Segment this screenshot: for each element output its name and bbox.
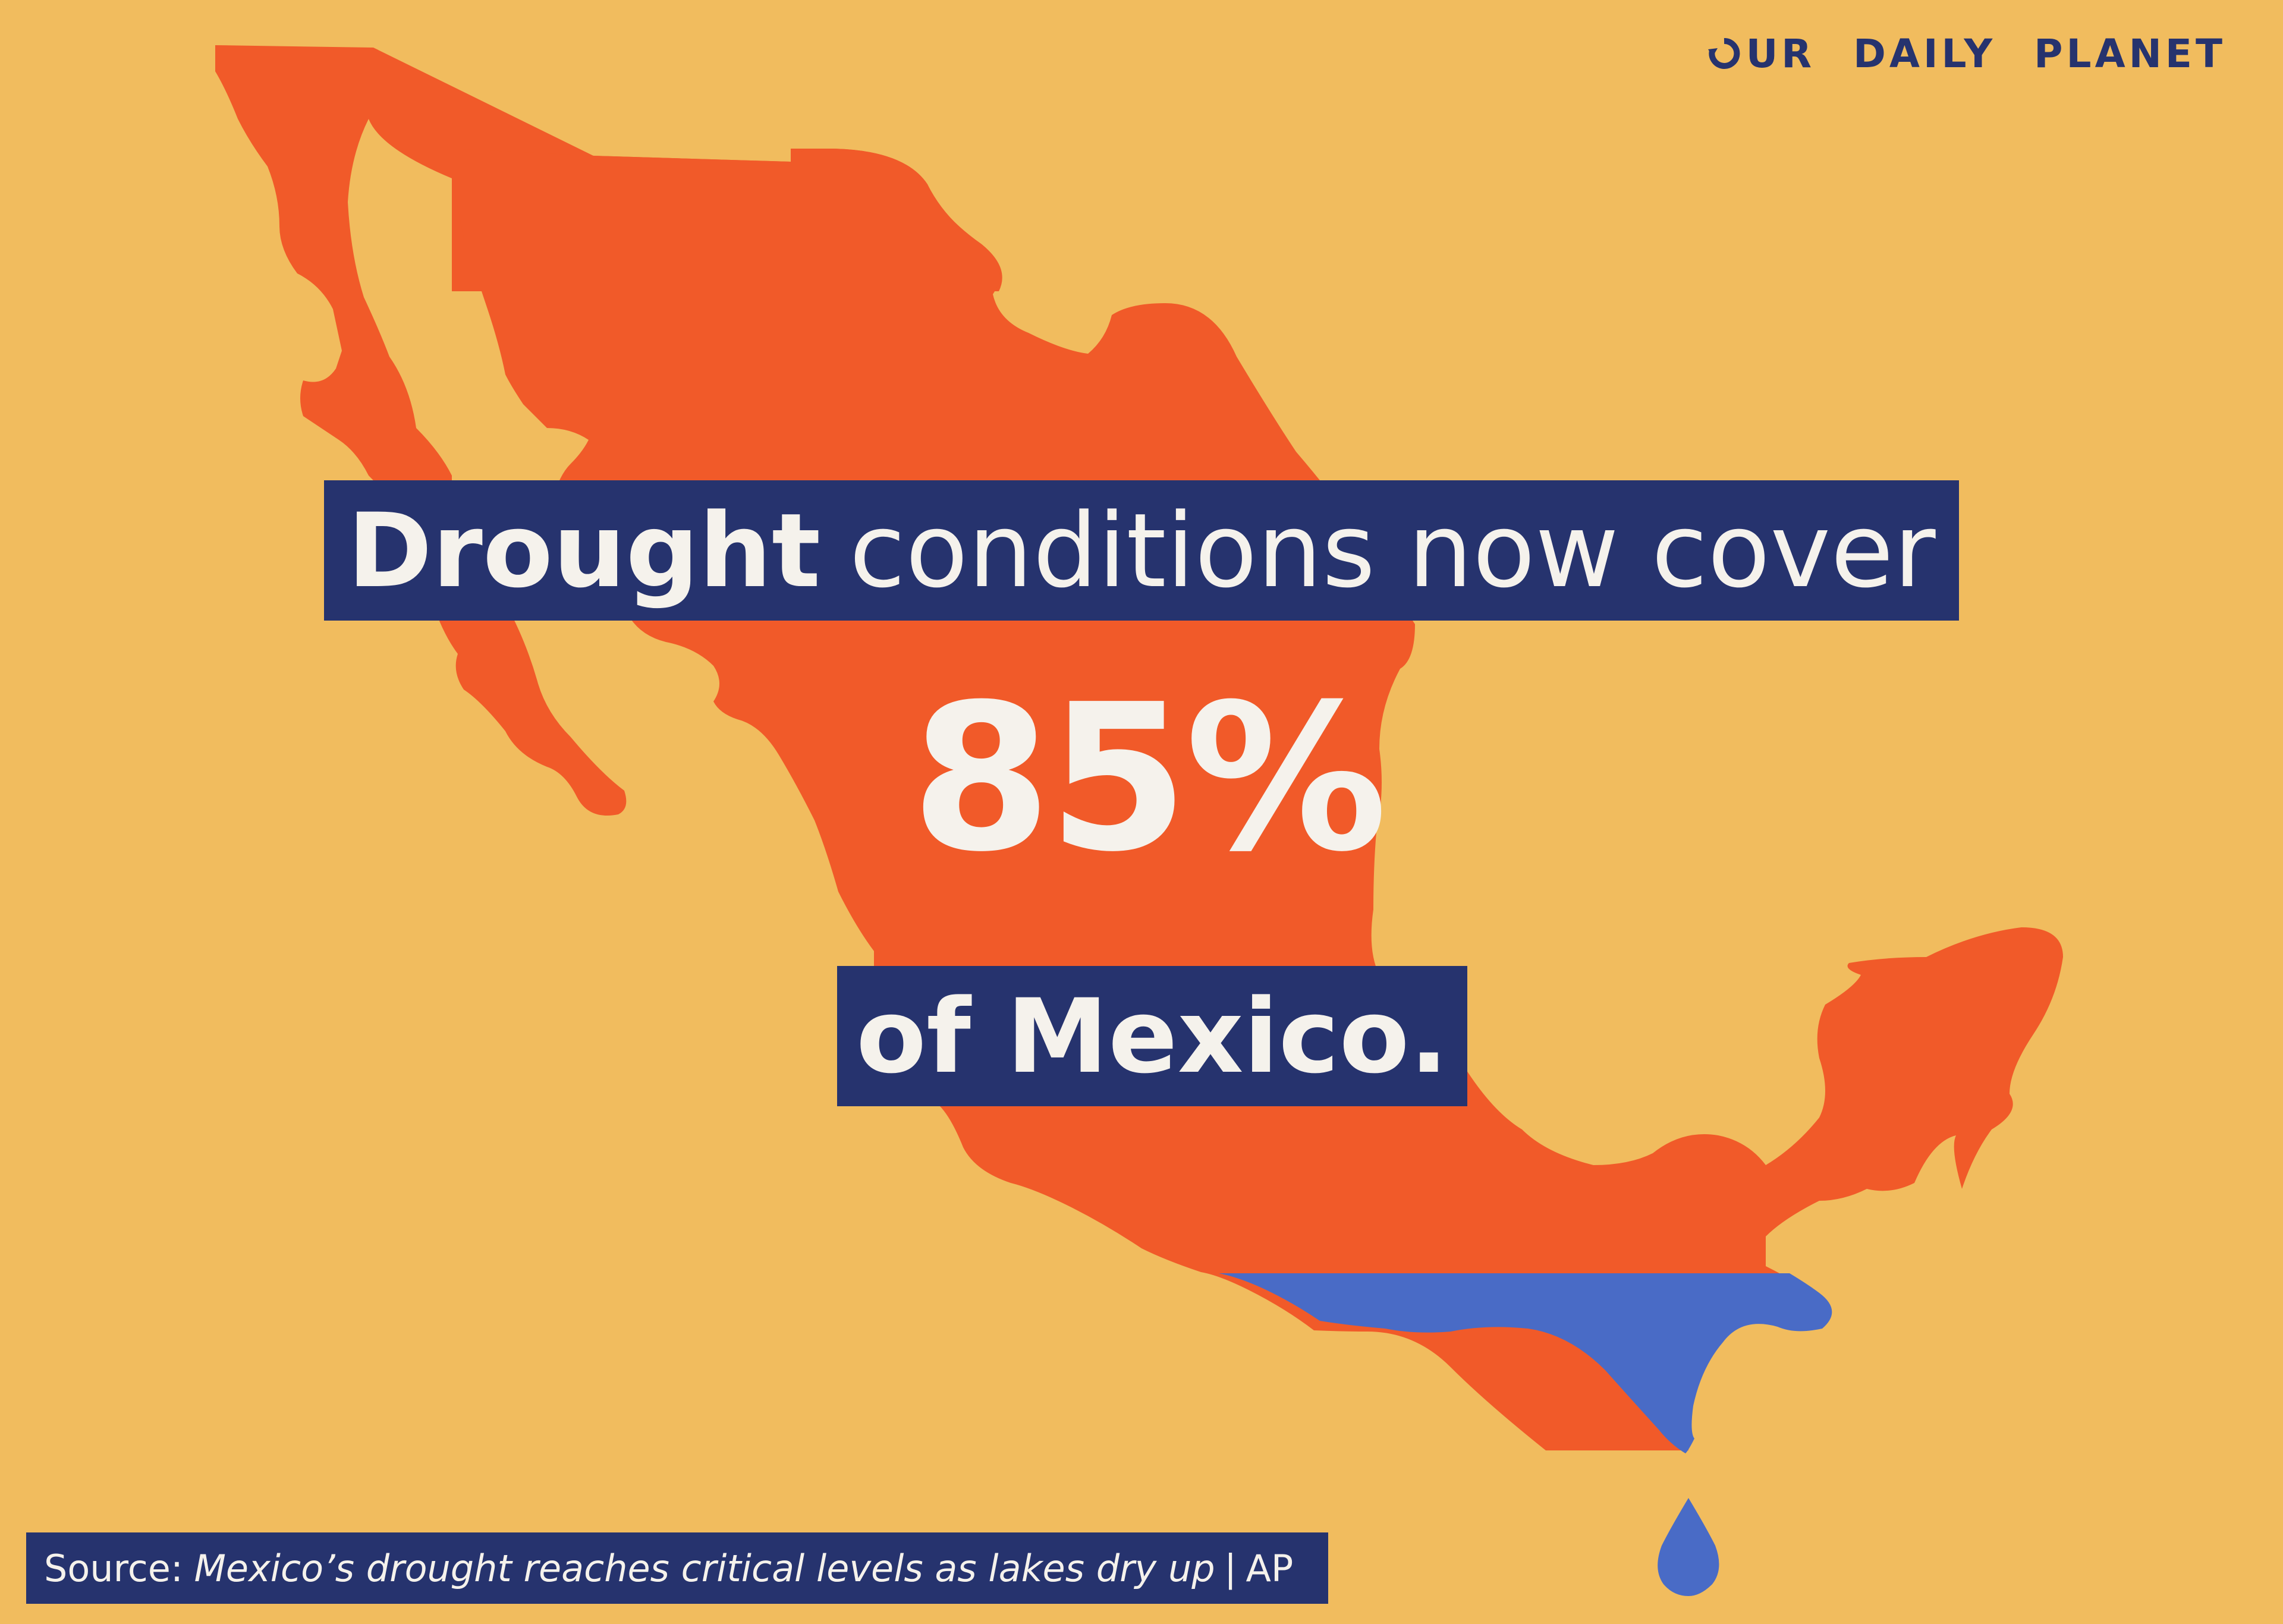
drought-percentage: 85% bbox=[911, 661, 1388, 896]
water-drop-icon bbox=[1658, 1498, 1719, 1596]
headline-banner: Drought conditions now cover bbox=[324, 480, 1959, 621]
headline-strong-word: Drought bbox=[347, 490, 821, 610]
source-citation: Source: Mexico’s drought reaches critica… bbox=[26, 1532, 1328, 1604]
subline-banner: of Mexico. bbox=[837, 966, 1467, 1106]
source-label: Source: bbox=[44, 1546, 183, 1590]
mainland-mexico-shape bbox=[452, 149, 2063, 1450]
logo-word-ur: UR bbox=[1746, 30, 1816, 77]
logo-word-planet: PLANET bbox=[2034, 30, 2226, 77]
source-separator: | bbox=[1224, 1546, 1237, 1590]
water-region-shape bbox=[1219, 1273, 1832, 1453]
our-daily-planet-logo: UR DAILY PLANET bbox=[1707, 30, 2226, 77]
headline-rest: conditions now cover bbox=[849, 490, 1936, 610]
circular-arrow-o-icon bbox=[1707, 37, 1740, 69]
source-outlet: AP bbox=[1246, 1546, 1294, 1590]
logo-word-daily: DAILY bbox=[1853, 30, 1996, 77]
subline-text: of Mexico. bbox=[856, 976, 1449, 1096]
source-article-title: Mexico’s drought reaches critical levels… bbox=[194, 1546, 1215, 1590]
